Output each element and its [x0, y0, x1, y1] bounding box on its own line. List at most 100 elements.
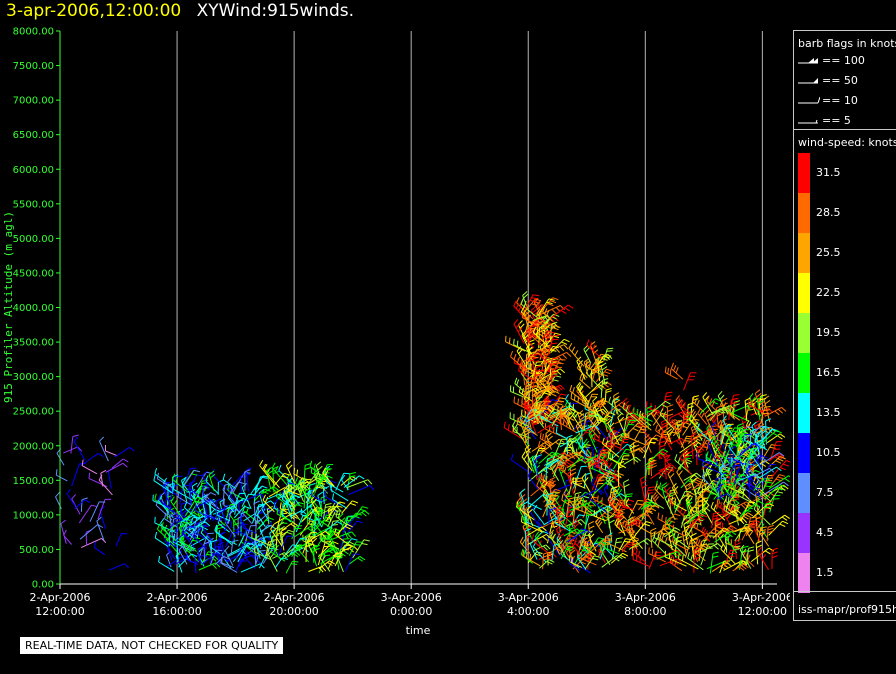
barb-flag	[521, 538, 526, 545]
barb-flag	[544, 315, 549, 322]
barb-flag	[541, 413, 547, 418]
barb-flag	[567, 470, 573, 475]
barb-staff	[533, 509, 545, 525]
barb-flag	[764, 399, 771, 405]
barb-flag	[214, 539, 220, 544]
barb-flag	[525, 313, 527, 320]
barb-staff	[195, 510, 216, 520]
barb-flag	[262, 491, 269, 495]
barb-flag	[547, 435, 553, 441]
barb-flag	[535, 298, 542, 302]
barb-staff	[89, 501, 100, 522]
barb-staff	[591, 370, 593, 388]
barb-staff	[596, 504, 606, 524]
barb-staff	[221, 562, 235, 569]
wind-barb	[324, 490, 340, 506]
barb-flag	[311, 537, 318, 543]
barb-staff	[225, 510, 230, 531]
barb-staff	[332, 498, 348, 509]
wind-barb	[160, 522, 179, 543]
barb-flag	[536, 365, 543, 368]
barb-flag	[551, 360, 558, 362]
barb-flag	[353, 553, 360, 555]
barb-flag	[324, 531, 331, 536]
barb-staff	[518, 370, 534, 381]
barb-flag	[516, 379, 520, 386]
barb-staff	[343, 512, 357, 528]
barb-staff	[217, 522, 230, 533]
barb-flag	[606, 350, 613, 352]
barb-flag	[514, 377, 518, 384]
barb-flag	[261, 503, 266, 509]
barb-staff	[224, 550, 234, 566]
barb-flag	[519, 536, 524, 543]
barb-staff	[56, 474, 68, 482]
wind-barb	[523, 348, 544, 368]
barb-staff	[254, 541, 257, 565]
barb-flag	[256, 542, 260, 549]
barb-flag	[219, 531, 226, 536]
wind-barb	[551, 367, 558, 388]
barb-flag	[313, 547, 320, 551]
barb-flag	[559, 359, 566, 361]
barb-flag	[521, 330, 527, 336]
barb-flag	[55, 469, 58, 476]
barb-flag	[693, 418, 700, 421]
barb-staff	[336, 555, 344, 573]
barb-flag	[693, 480, 700, 485]
wind-barb	[222, 473, 236, 489]
barb-flag	[286, 460, 291, 466]
wind-barb	[99, 436, 109, 462]
barb-flag	[568, 342, 573, 349]
barb-flag	[271, 462, 276, 469]
barb-flag	[533, 294, 540, 297]
barb-flag	[196, 527, 199, 534]
barb-flag	[518, 305, 522, 312]
barb-flag	[733, 394, 740, 396]
wind-barb	[545, 351, 572, 363]
wind-barb	[608, 515, 615, 542]
barb-staff	[542, 553, 545, 570]
barb-staff	[190, 514, 211, 529]
wind-barb	[335, 472, 350, 491]
barb-flag	[227, 484, 230, 491]
barb-flag	[550, 388, 555, 394]
barb-staff	[559, 439, 573, 448]
barb-flag	[274, 498, 279, 504]
barb-staff	[520, 303, 537, 317]
wind-barb	[283, 485, 296, 511]
wind-barb	[285, 460, 296, 484]
wind-barb	[100, 469, 107, 487]
barb-flag	[367, 479, 373, 485]
barb-staff	[250, 475, 264, 495]
barb-flag	[328, 507, 334, 513]
barb-flag	[556, 533, 561, 540]
barb-flag	[717, 390, 723, 397]
barb-staff	[160, 496, 169, 516]
barb-staff	[337, 516, 348, 536]
barb-flag	[285, 489, 291, 495]
wind-barb	[537, 298, 555, 316]
barb-staff	[326, 482, 344, 493]
wind-barb	[114, 446, 135, 458]
barb-flag	[273, 486, 279, 491]
barb-flag	[547, 303, 554, 307]
barb-flag	[567, 515, 574, 518]
barb-flag	[525, 385, 532, 388]
wind-barb	[158, 556, 175, 572]
barb-staff	[294, 525, 312, 538]
barb-flag	[349, 502, 356, 506]
barb-flag	[272, 466, 279, 470]
barb-flag	[196, 474, 203, 477]
barb-flag	[568, 551, 573, 557]
barb-flag	[287, 477, 293, 483]
barb-staff	[240, 563, 261, 573]
barb-flag	[325, 503, 332, 506]
barb-flag	[552, 297, 559, 301]
barb-flag	[280, 527, 287, 532]
wind-barb	[202, 470, 210, 491]
barb-staff	[675, 538, 677, 558]
barb-flag	[544, 347, 550, 353]
wind-barb	[233, 505, 251, 519]
barb-flag	[516, 297, 520, 304]
